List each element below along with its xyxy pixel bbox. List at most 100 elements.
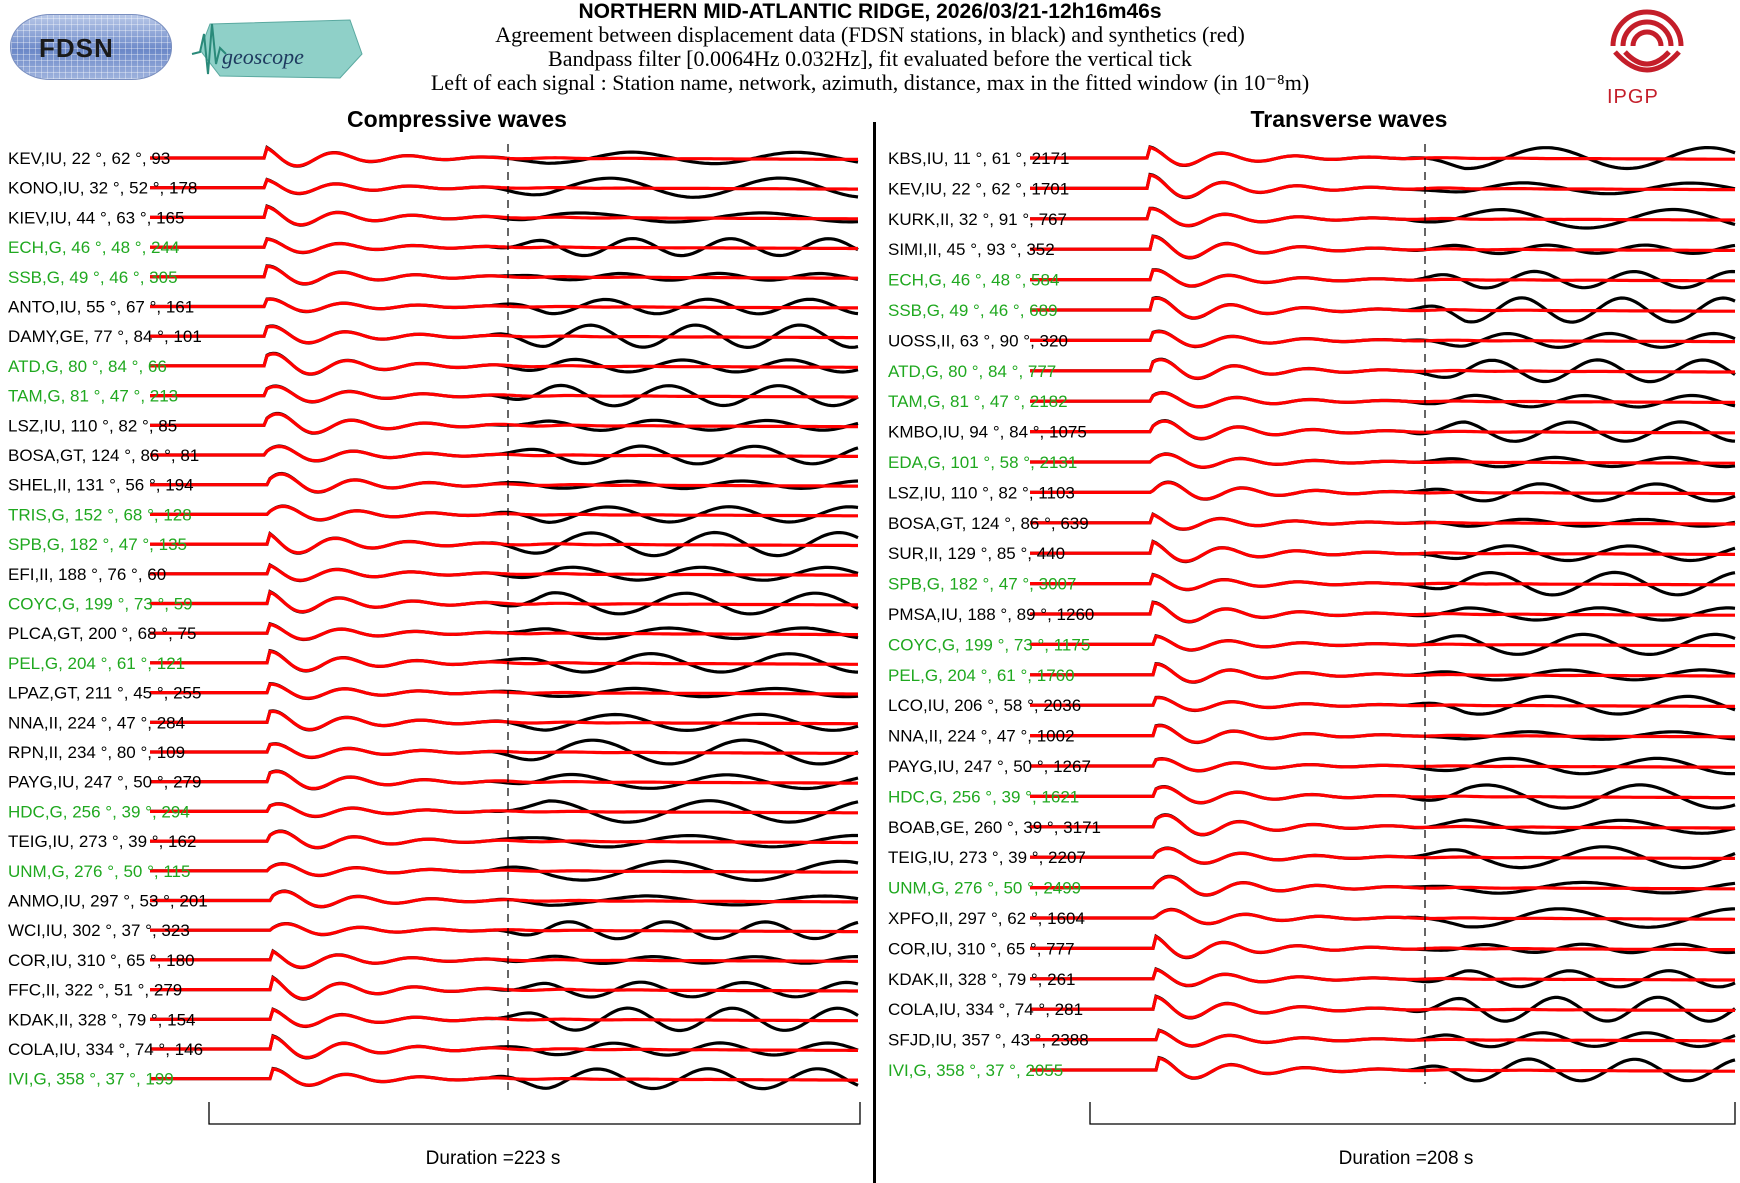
station-label: NNA,II, 224 °, 47 °, 1002	[888, 727, 1075, 746]
station-label: ECH,G, 46 °, 48 °, 584	[888, 271, 1059, 290]
synthetic-trace	[1030, 600, 1735, 624]
synthetic-trace	[150, 649, 858, 673]
station-label: PLCA,GT, 200 °, 68 °, 75	[8, 624, 196, 643]
station-label: LPAZ,GT, 211 °, 45 °, 255	[8, 684, 201, 703]
synthetic-trace	[1030, 967, 1735, 988]
geoscope-logo: geoscope	[190, 14, 365, 82]
station-label: IVI,G, 358 °, 37 °, 2055	[888, 1061, 1063, 1080]
compressive-duration-label: Duration =223 s	[425, 1148, 561, 1169]
subtitle-line-2: Bandpass filter [0.0064Hz 0.032Hz], fit …	[548, 46, 1192, 71]
compressive-panel-title: Compressive waves	[347, 106, 567, 132]
station-label: KIEV,IU, 44 °, 63 °, 165	[8, 208, 184, 227]
synthetic-trace	[1030, 785, 1735, 805]
synthetic-trace	[150, 472, 858, 494]
station-label: SHEL,II, 131 °, 56 °, 194	[8, 476, 194, 495]
subtitle-line-1: Agreement between displacement data (FDS…	[495, 22, 1245, 47]
synthetic-trace	[150, 975, 858, 1001]
station-label: TEIG,IU, 273 °, 39 °, 162	[8, 832, 196, 851]
duration-bracket	[1089, 1102, 1736, 1125]
synthetic-trace	[1030, 419, 1735, 441]
station-label: KMBO,IU, 94 °, 84 °, 1075	[888, 423, 1087, 442]
synthetic-trace	[150, 563, 858, 582]
synthetic-trace	[1030, 696, 1735, 712]
synthetic-trace	[1030, 173, 1735, 199]
synthetic-trace	[150, 1034, 858, 1059]
ipgp-logo-emblem	[1597, 9, 1697, 88]
synthetic-trace	[150, 177, 858, 195]
station-label: ATD,G, 80 °, 84 °, 777	[888, 362, 1056, 381]
compressive-panel: KEV,IU, 22 °, 62 °, 93 KONO,IU, 32 °, 52 …	[8, 144, 861, 1125]
station-label: TAM,G, 81 °, 47 °, 2182	[888, 392, 1068, 411]
synthetic-trace	[150, 682, 858, 700]
station-label: TRIS,G, 152 °, 68 °, 128	[8, 505, 192, 524]
station-label: TAM,G, 81 °, 47 °, 213	[8, 387, 178, 406]
data-trace	[150, 203, 859, 227]
station-label: PMSA,IU, 188 °, 89 °, 1260	[888, 605, 1094, 624]
ipgp-logo: IPGP	[1597, 8, 1697, 108]
synthetic-trace	[150, 204, 858, 227]
station-label: ATD,G, 80 °, 84 °, 66	[8, 357, 167, 376]
station-label: BOSA,GT, 124 °, 86 °, 639	[888, 514, 1089, 533]
station-label: UNM,G, 276 °, 50 °, 115	[8, 862, 190, 881]
station-label: KDAK,II, 328 °, 79 °, 154	[8, 1010, 195, 1029]
synthetic-trace	[1030, 268, 1735, 288]
station-label: SPB,G, 182 °, 47 °, 3007	[888, 575, 1076, 594]
synthetic-trace	[1030, 329, 1735, 348]
station-label: COYC,G, 199 °, 73 °, 1175	[888, 635, 1090, 654]
station-label: UOSS,II, 63 °, 90 °, 320	[888, 331, 1068, 350]
synthetic-trace	[1030, 634, 1735, 652]
synthetic-trace	[150, 1007, 858, 1028]
station-label: HDC,G, 256 °, 39 °, 294	[8, 802, 190, 821]
geoscope-logo-map	[191, 19, 363, 79]
synthetic-trace	[150, 769, 858, 790]
subtitle-line-3: Left of each signal : Station name, netw…	[430, 70, 1310, 95]
synthetic-trace	[150, 830, 858, 850]
station-label: PEL,G, 204 °, 61 °, 1760	[888, 666, 1075, 685]
synthetic-trace	[150, 531, 858, 555]
synthetic-trace	[1030, 358, 1735, 380]
station-label: WCI,IU, 302 °, 37 °, 323	[8, 921, 190, 940]
synthetic-trace	[150, 1067, 858, 1087]
synthetic-trace	[1030, 875, 1736, 897]
station-label: ANTO,IU, 55 °, 67 °, 161	[8, 298, 194, 317]
duration-bracket	[208, 1102, 861, 1125]
station-label: KEV,IU, 22 °, 62 °, 1701	[888, 179, 1069, 198]
synthetic-trace	[1030, 539, 1735, 563]
station-label: LCO,IU, 206 °, 58 °, 2036	[888, 696, 1081, 715]
station-label: BOSA,GT, 124 °, 86 °, 81	[8, 446, 199, 465]
station-label: IVI,G, 358 °, 37 °, 199	[8, 1070, 174, 1089]
station-label: COR,IU, 310 °, 65 °, 777	[888, 939, 1075, 958]
synthetic-trace	[150, 324, 858, 345]
station-label: SSB,G, 49 °, 46 °, 689	[888, 301, 1058, 320]
panel-divider	[873, 122, 876, 1183]
station-label: EDA,G, 101 °, 58 °, 2131	[888, 453, 1077, 472]
station-label: FFC,II, 322 °, 51 °, 279	[8, 981, 182, 1000]
synthetic-trace	[150, 352, 858, 376]
data-trace	[1030, 172, 1736, 200]
synthetic-trace	[150, 922, 858, 937]
station-label: SUR,II, 129 °, 85 °, 440	[888, 544, 1065, 563]
station-label: KDAK,II, 328 °, 79 °, 261	[888, 970, 1075, 989]
station-label: SIMI,II, 45 °, 93 °, 352	[888, 240, 1055, 259]
synthetic-trace	[1030, 1028, 1735, 1048]
synthetic-trace	[1030, 234, 1735, 259]
fdsn-logo-map	[11, 15, 171, 79]
synthetic-trace	[1030, 452, 1735, 469]
synthetic-trace	[1030, 724, 1735, 744]
station-label: KONO,IU, 32 °, 52 °, 178	[8, 179, 197, 198]
synthetic-trace	[1030, 296, 1735, 320]
synthetic-trace	[150, 412, 858, 435]
station-label: PAYG,IU, 247 °, 50 °, 1267	[888, 757, 1091, 776]
station-label: UNM,G, 276 °, 50 °, 2499	[888, 879, 1081, 898]
station-label: ECH,G, 46 °, 48 °, 244	[8, 238, 179, 257]
fdsn-logo: FDSN	[10, 14, 172, 80]
station-label: PEL,G, 204 °, 61 °, 121	[8, 654, 185, 673]
station-label: SSB,G, 49 °, 46 °, 305	[8, 268, 178, 287]
transverse-panel: KBS,IU, 11 °, 61 °, 2171 KEV,IU, 22 °, 62…	[888, 144, 1736, 1125]
station-label: XPFO,II, 297 °, 62 °, 1604	[888, 909, 1085, 928]
synthetic-trace	[1030, 908, 1736, 925]
station-label: LSZ,IU, 110 °, 82 °, 1103	[888, 483, 1075, 502]
station-label: RPN,II, 234 °, 80 °, 109	[8, 743, 185, 762]
station-label: SPB,G, 182 °, 47 °, 135	[8, 535, 187, 554]
synthetic-trace	[1030, 934, 1735, 959]
